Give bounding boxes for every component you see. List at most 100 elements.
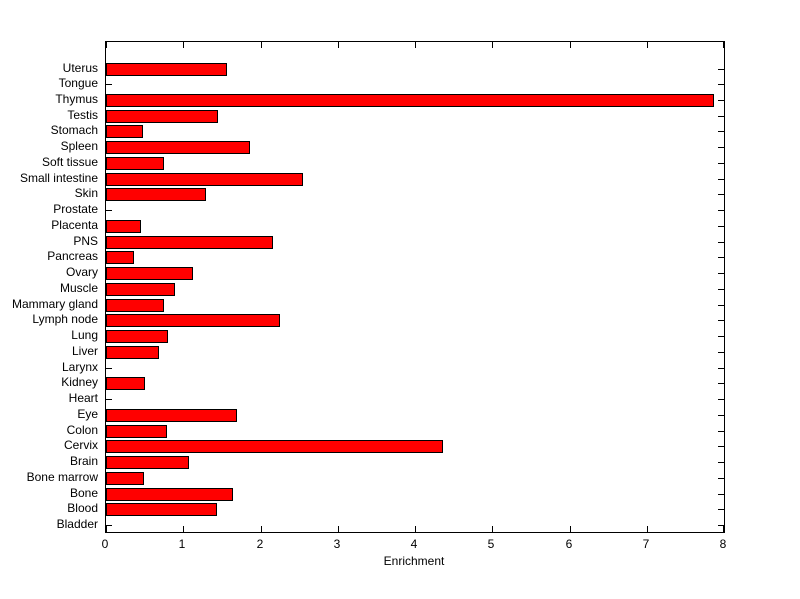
x-tick-label: 3 <box>333 537 341 551</box>
category-label-brain: Brain <box>69 454 98 469</box>
category-tick-right <box>718 210 724 212</box>
bar-eye <box>106 408 238 422</box>
category-label-pns: PNS <box>73 233 98 248</box>
category-label-soft-tissue: Soft tissue <box>41 154 98 169</box>
category-tick-right <box>718 194 724 196</box>
category-label-bone-marrow: Bone marrow <box>26 469 98 484</box>
bar-bone <box>106 487 233 501</box>
x-tick-top <box>570 42 571 48</box>
x-tick-label: 6 <box>565 537 573 551</box>
bar-pns <box>106 235 273 249</box>
category-label-larynx: Larynx <box>61 359 98 374</box>
x-tick-bottom <box>106 526 107 532</box>
bar-thymus <box>106 93 714 107</box>
bar-brain <box>106 456 190 470</box>
category-label-lung: Lung <box>71 328 98 343</box>
category-label-mammary-gland: Mammary gland <box>11 296 98 311</box>
category-tick-right <box>718 99 724 101</box>
category-label-kidney: Kidney <box>61 375 98 390</box>
category-label-eye: Eye <box>77 406 98 421</box>
category-tick-right <box>718 414 724 416</box>
category-label-colon: Colon <box>66 422 98 437</box>
category-label-blood: Blood <box>67 501 98 516</box>
category-tick-right <box>718 493 724 495</box>
bar-muscle <box>106 282 175 296</box>
bar-cervix <box>106 440 443 454</box>
bar-skin <box>106 188 207 202</box>
category-tick-right <box>718 304 724 306</box>
bar-liver <box>106 345 160 359</box>
x-tick-top <box>261 42 262 48</box>
bar-lung <box>106 330 168 344</box>
bar-small-intestine <box>106 172 303 186</box>
bar-bone-marrow <box>106 471 144 485</box>
category-label-pancreas: Pancreas <box>47 249 98 264</box>
category-tick-right <box>718 477 724 479</box>
category-tick-right <box>718 288 724 290</box>
x-tick-bottom <box>492 526 493 532</box>
category-tick-right <box>718 257 724 259</box>
x-tick-bottom <box>723 526 724 532</box>
bar-kidney <box>106 377 146 391</box>
category-tick-right <box>718 68 724 70</box>
x-tick-top <box>723 42 724 48</box>
x-tick-bottom <box>647 526 648 532</box>
x-tick-top <box>415 42 416 48</box>
category-tick-right <box>718 84 724 86</box>
x-tick-bottom <box>183 526 184 532</box>
x-tick-label: 0 <box>101 537 109 551</box>
bar-uterus <box>106 62 228 76</box>
category-tick-left <box>106 210 112 212</box>
category-tick-right <box>718 509 724 511</box>
category-tick-right <box>718 462 724 464</box>
category-tick-right <box>718 115 724 117</box>
category-tick-right <box>718 273 724 275</box>
x-tick-bottom <box>338 526 339 532</box>
bar-placenta <box>106 219 141 233</box>
category-label-ovary: Ovary <box>65 265 98 280</box>
category-tick-right <box>718 399 724 401</box>
x-tick-label: 1 <box>178 537 186 551</box>
plot-area <box>105 41 725 533</box>
x-tick-top <box>492 42 493 48</box>
category-tick-right <box>718 131 724 133</box>
x-tick-bottom <box>415 526 416 532</box>
x-tick-label: 2 <box>256 537 264 551</box>
category-label-lymph-node: Lymph node <box>32 312 98 327</box>
category-label-testis: Testis <box>67 107 98 122</box>
category-label-cervix: Cervix <box>63 438 98 453</box>
x-tick-label: 8 <box>719 537 727 551</box>
bar-mammary-gland <box>106 298 164 312</box>
bar-colon <box>106 424 168 438</box>
x-tick-top <box>183 42 184 48</box>
category-tick-right <box>718 147 724 149</box>
category-tick-right <box>718 430 724 432</box>
category-label-bone: Bone <box>69 485 98 500</box>
x-tick-top <box>647 42 648 48</box>
bar-spleen <box>106 141 251 155</box>
category-tick-right <box>718 320 724 322</box>
category-tick-right <box>718 367 724 369</box>
category-label-tongue: Tongue <box>58 76 98 91</box>
category-label-thymus: Thymus <box>55 91 98 106</box>
x-tick-label: 5 <box>487 537 495 551</box>
category-label-stomach: Stomach <box>50 123 98 138</box>
category-label-liver: Liver <box>71 343 98 358</box>
x-tick-label: 7 <box>642 537 650 551</box>
category-label-uterus: Uterus <box>62 60 98 75</box>
bar-pancreas <box>106 251 134 265</box>
category-label-heart: Heart <box>68 391 98 406</box>
category-label-spleen: Spleen <box>60 139 98 154</box>
category-label-bladder: Bladder <box>56 517 98 531</box>
bar-soft-tissue <box>106 156 164 170</box>
category-label-small-intestine: Small intestine <box>19 170 98 185</box>
category-tick-right <box>718 225 724 227</box>
x-tick-bottom <box>261 526 262 532</box>
category-tick-right <box>718 383 724 385</box>
category-tick-left <box>106 399 112 401</box>
category-tick-right <box>718 241 724 243</box>
category-tick-left <box>106 84 112 86</box>
category-tick-left <box>106 525 112 526</box>
category-label-placenta: Placenta <box>51 217 98 232</box>
